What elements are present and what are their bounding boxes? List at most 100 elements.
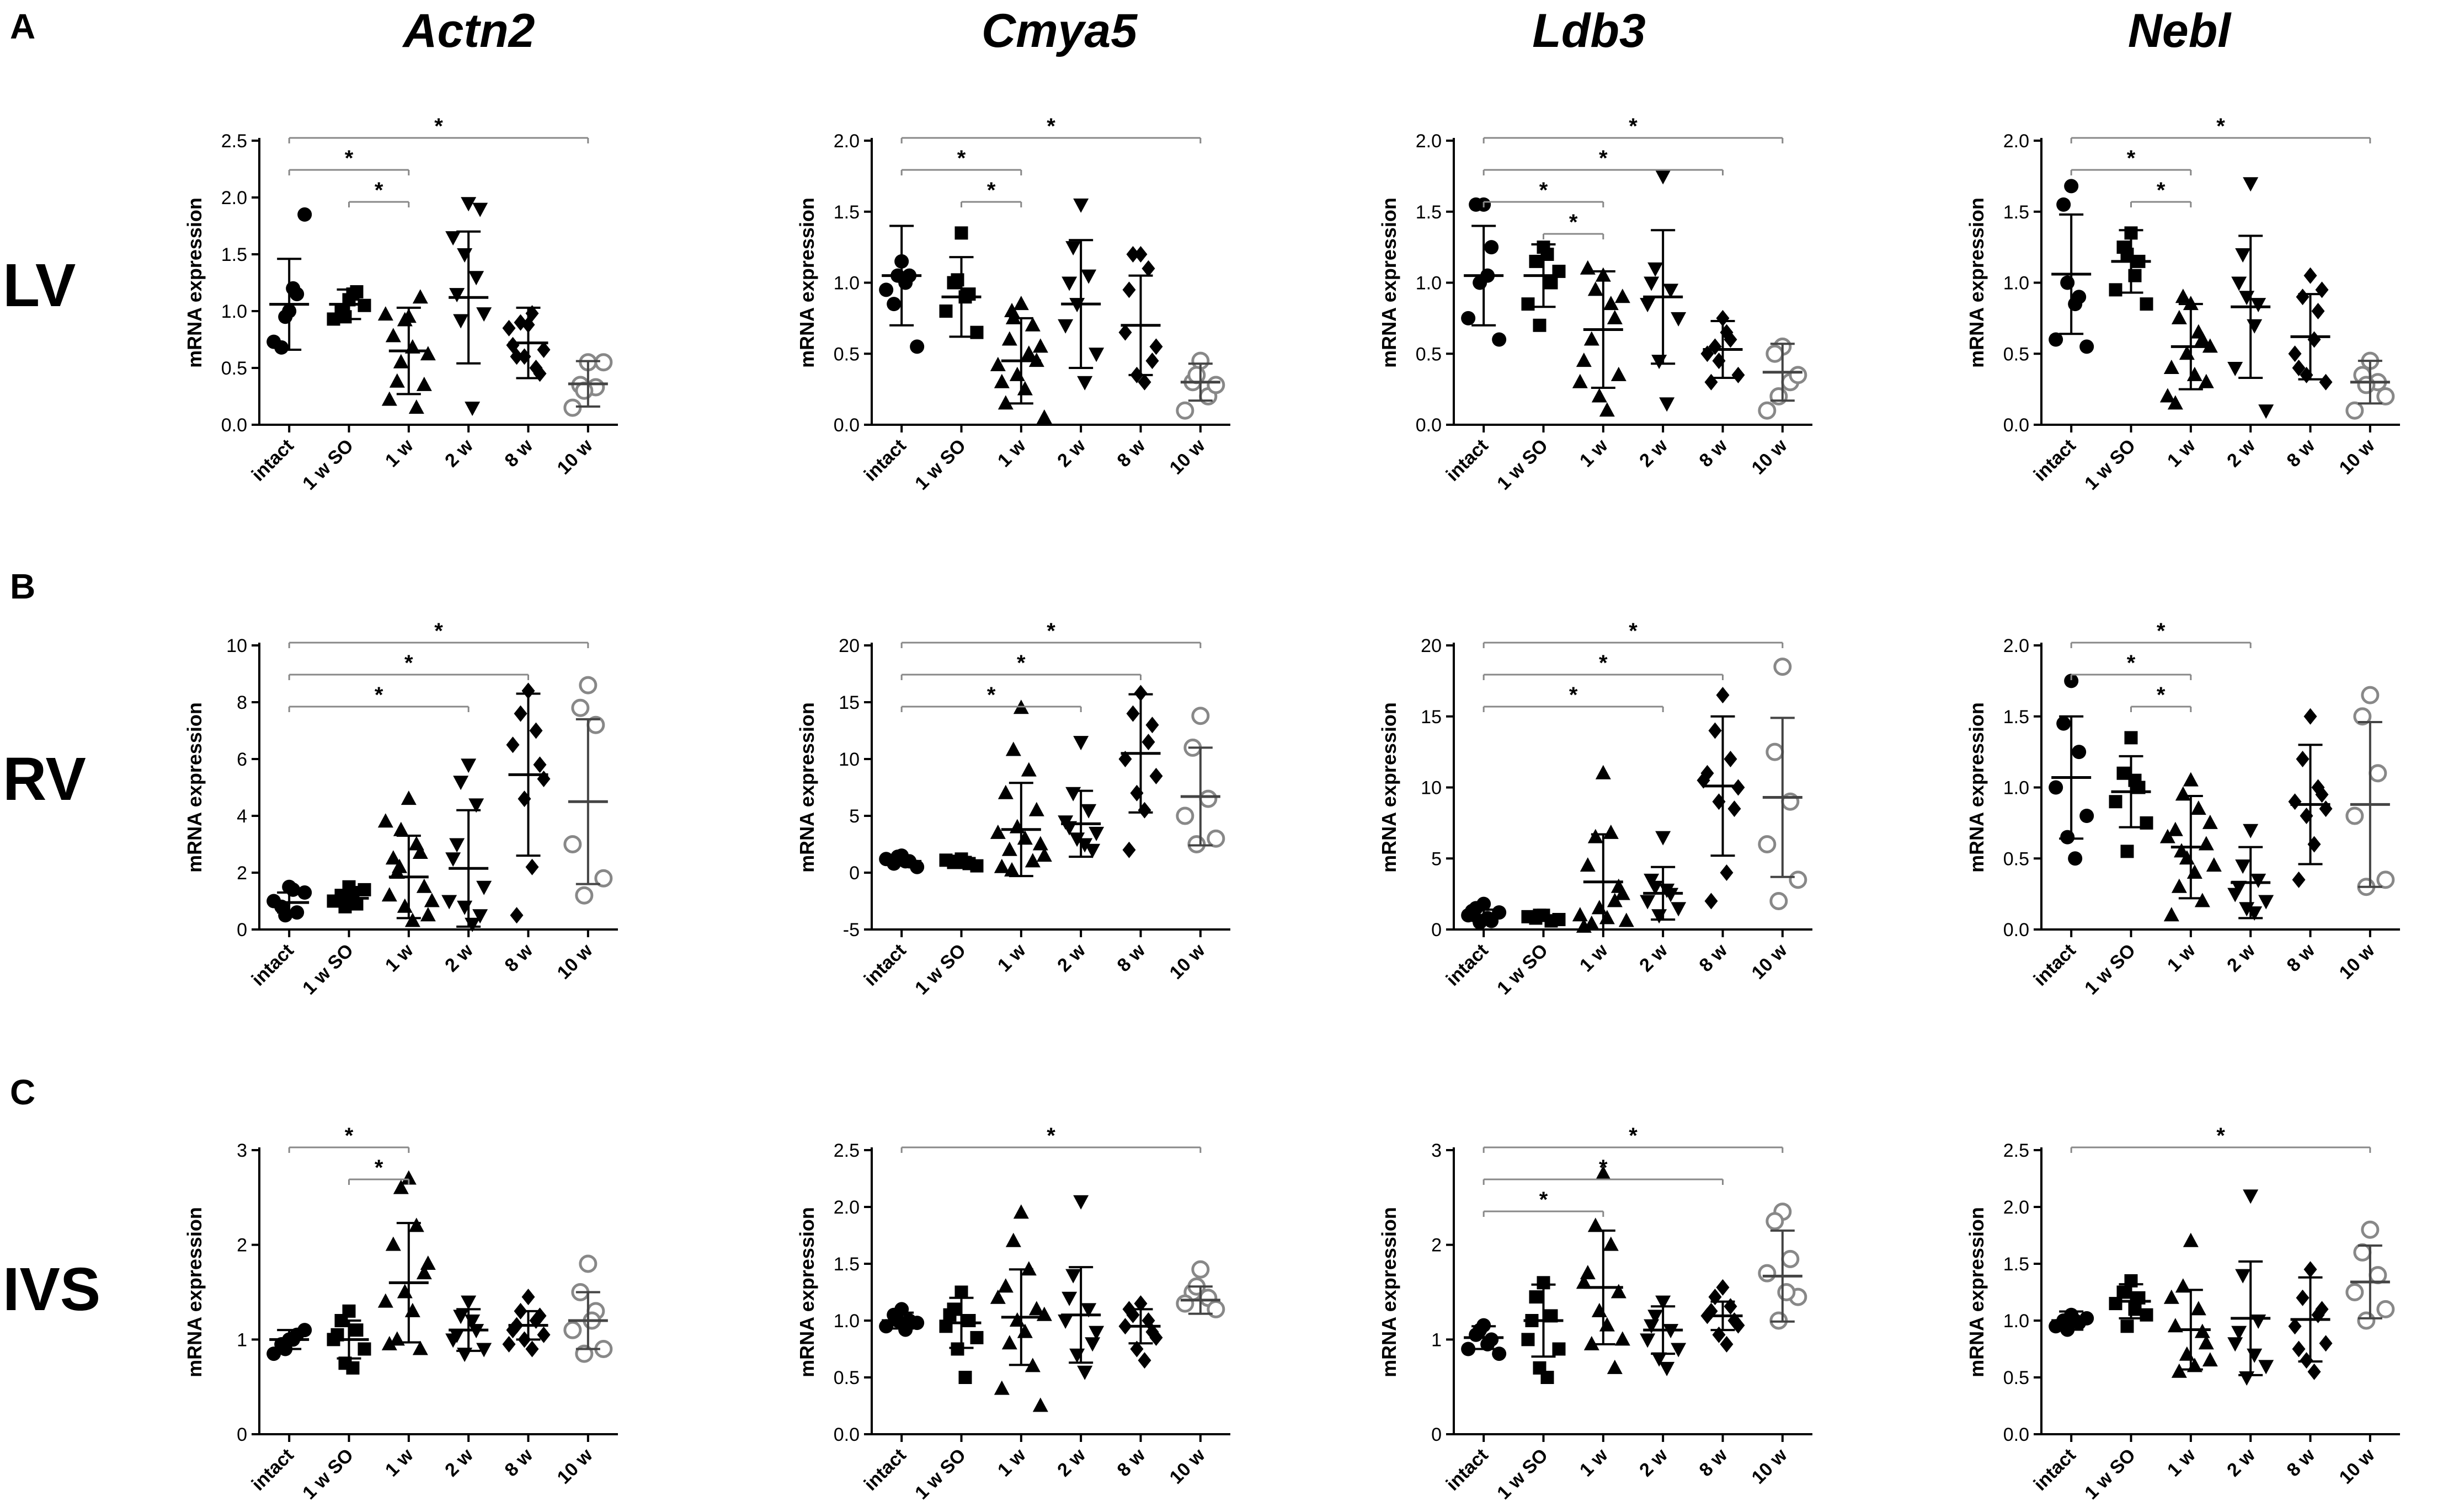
x-tick-label: 8 w (1113, 435, 1150, 471)
data-point (1595, 1165, 1611, 1180)
data-point (1576, 918, 1592, 933)
data-point (521, 682, 535, 699)
data-point (514, 314, 527, 331)
data-point (297, 1323, 312, 1338)
data-point (385, 328, 401, 343)
significance-star: * (2127, 146, 2136, 170)
x-tick-label: 8 w (1695, 939, 1732, 976)
data-point (1122, 281, 1136, 298)
data-point (453, 314, 469, 329)
y-tick-label: 2.0 (2003, 131, 2029, 152)
data-point (1085, 1337, 1101, 1352)
data-point (2311, 303, 2325, 319)
data-point (1614, 288, 1630, 303)
data-point (2231, 1326, 2247, 1340)
significance-star: * (375, 683, 383, 707)
data-point (2171, 1363, 2187, 1378)
data-point (1671, 1343, 1687, 1358)
data-point (1145, 717, 1159, 734)
x-tick-label: 10 w (553, 939, 596, 983)
data-point (2183, 1232, 2199, 1247)
y-tick-label: 0.5 (2003, 848, 2029, 869)
data-point (420, 346, 436, 361)
data-point (2171, 878, 2187, 893)
significance-star: * (1539, 1188, 1548, 1212)
y-tick-label: 0.5 (2003, 1367, 2029, 1388)
data-point (416, 878, 432, 893)
data-point (1758, 401, 1777, 420)
data-point (2159, 388, 2175, 403)
data-point (346, 1361, 360, 1375)
y-tick-label: 2.5 (221, 131, 247, 152)
data-point (1607, 893, 1623, 907)
x-tick-label: 2 w (1635, 1444, 1672, 1481)
data-point (2235, 1269, 2251, 1284)
gene-title-ldb3: Ldb3 (1532, 4, 1645, 57)
x-tick-label: intact (860, 940, 910, 990)
data-point (1191, 707, 1210, 725)
data-point (377, 813, 393, 828)
data-point (2120, 1319, 2134, 1333)
data-point (1176, 1294, 1194, 1313)
data-point (1009, 819, 1025, 834)
data-point (1599, 1317, 1615, 1332)
y-tick-label: 1.5 (2003, 1254, 2029, 1275)
data-point (2292, 871, 2306, 888)
y-tick-label: 1.0 (834, 1311, 860, 1332)
data-point (2288, 1318, 2302, 1335)
data-point (1640, 1333, 1656, 1348)
data-point (1595, 765, 1611, 779)
data-point (575, 886, 594, 905)
data-point (389, 373, 405, 388)
x-tick-label: 1 w SO (911, 435, 970, 494)
data-point (1758, 835, 1777, 853)
data-point (502, 1335, 516, 1353)
data-point (392, 858, 408, 873)
data-point (1032, 836, 1048, 851)
x-tick-label: 8 w (501, 435, 537, 471)
data-point (1145, 352, 1159, 370)
data-point (381, 887, 397, 902)
data-point (1587, 829, 1603, 843)
data-point (1671, 312, 1687, 327)
data-point (2315, 786, 2329, 803)
data-point (594, 353, 613, 372)
data-point (954, 226, 968, 240)
y-tick-label: 2.0 (2003, 635, 2029, 656)
data-point (1073, 198, 1089, 213)
data-point (2079, 339, 2094, 354)
data-point (2303, 708, 2317, 725)
data-point (1614, 1331, 1630, 1346)
y-tick-label: 2.5 (834, 1140, 860, 1161)
data-point (910, 339, 925, 354)
significance-star: * (1047, 1124, 1055, 1148)
data-point (2140, 297, 2153, 311)
x-tick-label: 2 w (441, 435, 477, 471)
data-point (1724, 751, 1737, 767)
y-tick-label: 1.0 (1416, 273, 1442, 294)
data-point (2250, 873, 2266, 888)
significance-star: * (345, 1124, 354, 1148)
data-point (1655, 170, 1671, 185)
data-point (393, 1179, 409, 1194)
data-point (1731, 779, 1745, 796)
y-axis-label: mRNA expression (1965, 1207, 1988, 1377)
data-point (1469, 197, 1484, 212)
significance-star: * (2216, 114, 2225, 138)
data-point (1021, 762, 1037, 777)
significance-star: * (957, 146, 966, 170)
significance-star: * (1017, 651, 1026, 675)
x-tick-label: 1 w (2163, 435, 2200, 471)
data-point (1544, 276, 1558, 290)
y-tick-label: 0 (1431, 1424, 1442, 1445)
data-point (465, 402, 481, 416)
data-point (2175, 786, 2191, 801)
data-point (994, 1380, 1010, 1395)
x-tick-label: 1 w (2163, 1444, 2200, 1481)
x-tick-label: intact (1442, 1445, 1492, 1495)
data-point (502, 319, 516, 336)
data-point (1122, 841, 1136, 858)
data-point (2288, 345, 2302, 362)
x-tick-label: 10 w (1747, 939, 1791, 983)
data-point (1521, 1333, 1535, 1347)
